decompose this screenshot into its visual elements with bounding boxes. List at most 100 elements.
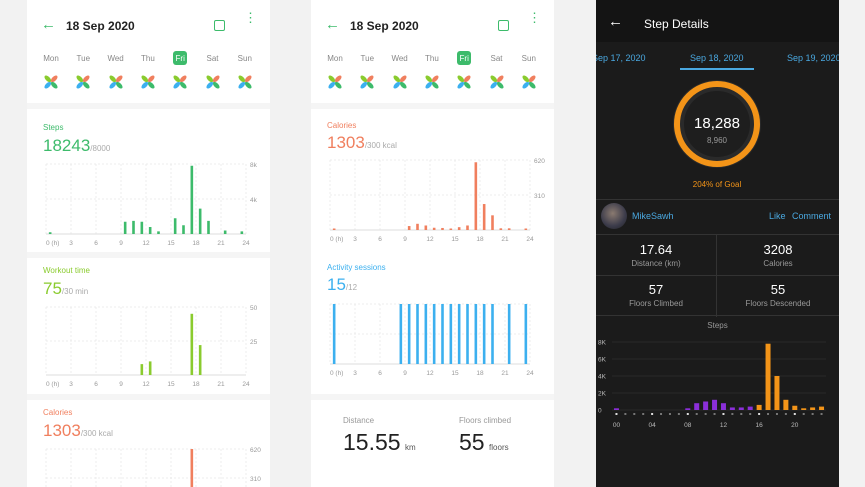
y-tick-label: 8k <box>250 162 258 169</box>
stats-grid: 17.64 Distance (km) 3208 Calories 57 Flo… <box>596 234 839 317</box>
comment-link[interactable]: Comment <box>792 211 832 221</box>
day-activity-flower-icon[interactable] <box>42 73 60 91</box>
day-wed[interactable]: Wed <box>107 54 124 63</box>
bar <box>148 361 152 375</box>
bar <box>140 364 144 375</box>
day-activity-flower-icon[interactable] <box>107 73 125 91</box>
back-arrow-icon[interactable]: ← <box>608 13 623 30</box>
calories-number: 1303 <box>327 133 365 152</box>
hour-dot <box>731 413 734 415</box>
date-title: 18 Sep 2020 <box>350 19 419 33</box>
day-activity-flower-icon[interactable] <box>74 73 92 91</box>
day-sat[interactable]: Sat <box>206 54 219 63</box>
y-tick-label: 620 <box>534 158 545 165</box>
x-tick-label: 0 (h) <box>330 370 343 377</box>
hour-dot <box>775 413 778 415</box>
x-tick-label: 04 <box>649 422 657 429</box>
hour-dot <box>651 413 654 415</box>
hour-dot <box>660 413 663 415</box>
more-icon[interactable]: ⋮ <box>528 10 541 25</box>
day-thu[interactable]: Thu <box>140 54 155 63</box>
back-arrow-icon[interactable]: ← <box>41 16 56 33</box>
hour-dot <box>758 413 761 415</box>
y-tick-label: 0 <box>598 408 602 415</box>
page-title: Step Details <box>644 17 709 31</box>
x-tick-label: 21 <box>501 370 509 377</box>
y-tick-label: 620 <box>250 447 261 454</box>
bar <box>524 304 528 364</box>
floors-number: 55 <box>459 429 485 455</box>
x-tick-label: 12 <box>142 381 150 388</box>
x-tick-label: 18 <box>476 370 484 377</box>
calendar-icon[interactable] <box>498 20 509 31</box>
day-wed[interactable]: Wed <box>391 54 408 63</box>
day-activity-flower-icon[interactable] <box>391 73 409 91</box>
calendar-icon[interactable] <box>214 20 225 31</box>
bar <box>792 405 798 410</box>
bar <box>491 215 494 230</box>
x-tick-label: 6 <box>94 240 98 247</box>
day-activity-flower-icon[interactable] <box>139 73 157 91</box>
tab-current-date[interactable]: Sep 18, 2020 <box>690 53 744 63</box>
x-tick-label: 24 <box>526 236 534 243</box>
workout-goal: /30 min <box>61 287 89 296</box>
day-fri[interactable]: Fri <box>175 54 185 63</box>
day-activity-flower-icon[interactable] <box>204 73 222 91</box>
day-activity-flower-icon[interactable] <box>236 73 254 91</box>
bar <box>491 304 494 364</box>
more-icon[interactable]: ⋮ <box>244 10 257 25</box>
floors-label: Floors climbed <box>459 416 512 425</box>
user-name[interactable]: MikeSawh <box>632 211 674 221</box>
workout-label: Workout time <box>43 266 90 275</box>
day-sat[interactable]: Sat <box>490 54 503 63</box>
distance-stat-label: Distance (km) <box>631 259 681 268</box>
bar <box>819 406 825 410</box>
bar <box>441 304 444 364</box>
hour-dot <box>695 413 698 415</box>
day-activity-flower-icon[interactable] <box>423 73 441 91</box>
bar <box>720 403 726 410</box>
distance-value: 15.55 km <box>343 429 416 456</box>
hour-dot <box>740 413 743 415</box>
floors-value: 55 floors <box>459 429 509 456</box>
day-sun[interactable]: Sun <box>237 54 252 63</box>
avatar[interactable] <box>601 203 627 229</box>
like-link[interactable]: Like <box>769 211 786 221</box>
day-activity-flower-icon[interactable] <box>520 73 538 91</box>
y-tick-label: 50 <box>250 305 258 312</box>
floors-descended-value: 55 <box>770 282 786 297</box>
day-tue[interactable]: Tue <box>360 54 375 63</box>
day-thu[interactable]: Thu <box>424 54 439 63</box>
calories-goal: /300 kcal <box>364 141 397 150</box>
bar <box>474 304 478 364</box>
ring-steps: 18,288 <box>694 115 740 132</box>
y-tick-label: 25 <box>250 339 258 346</box>
back-arrow-icon[interactable]: ← <box>325 16 340 33</box>
day-mon[interactable]: Mon <box>327 54 343 63</box>
day-sun[interactable]: Sun <box>521 54 536 63</box>
day-activity-flower-icon[interactable] <box>488 73 506 91</box>
tab-prev-date[interactable]: Sep 17, 2020 <box>596 53 646 63</box>
x-tick-label: 15 <box>167 381 175 388</box>
goal-percent: 204% of Goal <box>692 180 742 189</box>
day-activity-flower-icon[interactable] <box>171 73 189 91</box>
x-tick-label: 0 (h) <box>46 240 59 247</box>
day-mon[interactable]: Mon <box>43 54 59 63</box>
y-tick-label: 310 <box>534 193 545 200</box>
day-activity-flower-icon[interactable] <box>326 73 344 91</box>
x-tick-label: 3 <box>353 236 357 243</box>
workout-value: 75/30 min <box>43 279 88 299</box>
calories-chart: 620 310 <box>45 447 261 487</box>
day-activity-flower-icon[interactable] <box>455 73 473 91</box>
y-tick-label: 4k <box>250 197 258 204</box>
day-tue[interactable]: Tue <box>76 54 91 63</box>
bar <box>332 304 336 364</box>
day-activity-flower-icon[interactable] <box>358 73 376 91</box>
bar <box>747 406 753 410</box>
day-fri[interactable]: Fri <box>459 54 469 63</box>
x-tick-label: 6 <box>94 381 98 388</box>
hour-dot <box>802 413 805 415</box>
bar <box>466 304 469 364</box>
floors-descended-label: Floors Descended <box>745 299 811 308</box>
tab-next-date[interactable]: Sep 19, 2020 <box>787 53 839 63</box>
